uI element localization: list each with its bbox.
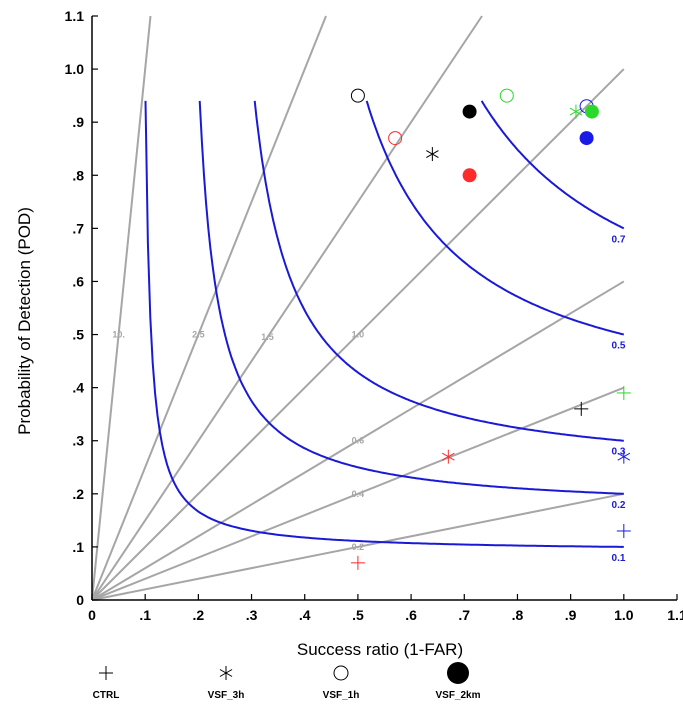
csi-curve	[253, 100, 624, 442]
data-point	[579, 131, 594, 146]
x-tick-label: 0	[88, 607, 96, 623]
bias-line	[91, 280, 625, 601]
data-point	[462, 104, 477, 119]
x-tick-label: .9	[565, 607, 577, 623]
data-point	[350, 555, 365, 570]
legend-label: VSF_3h	[208, 690, 245, 701]
x-tick-label: .8	[512, 607, 524, 623]
x-tick-label: .7	[458, 607, 470, 623]
y-axis-label: Probability of Detection (POD)	[15, 207, 34, 435]
y-tick-label: .7	[72, 220, 84, 236]
data-point	[584, 104, 599, 119]
y-tick-label: .9	[72, 114, 84, 130]
y-tick-label: .2	[72, 486, 84, 502]
csi-curves: 0.1 0.2 0.3 0.5 0.7	[144, 100, 626, 564]
data-point	[616, 385, 631, 400]
x-axis-label: Success ratio (1-FAR)	[297, 640, 463, 659]
bias-line-label: 10.	[112, 330, 125, 340]
legend-marker	[219, 666, 233, 680]
csi-curve	[480, 100, 625, 230]
legend-marker	[447, 662, 469, 684]
y-tick-label: .3	[72, 433, 84, 449]
csi-curve-label: 0.7	[612, 234, 626, 245]
x-tick-label: .3	[246, 607, 258, 623]
y-tick-label: .6	[72, 273, 84, 289]
csi-curve	[365, 100, 625, 336]
x-tick-label: .6	[405, 607, 417, 623]
bias-line	[91, 15, 152, 601]
y-tick-label: .8	[72, 167, 84, 183]
legend-marker	[99, 666, 113, 680]
data-points	[350, 88, 631, 570]
axes: 0.1.2.3.4.5.6.7.8.9 1.0 1.10.1.2.3.4.5.6.7…	[65, 8, 683, 623]
y-tick-label: .4	[72, 380, 84, 396]
data-point	[350, 88, 365, 103]
bias-line-label: 1.0	[352, 330, 365, 340]
bias-line	[91, 386, 625, 601]
data-point	[569, 104, 583, 119]
data-point	[426, 147, 439, 162]
data-point	[617, 449, 631, 464]
x-tick-label: 1.1	[667, 607, 683, 623]
legend: CTRL VSF_3h VSF_1h VSF_2km	[93, 662, 481, 701]
y-tick-label: 1.0	[65, 61, 85, 77]
data-point	[499, 88, 514, 103]
legend-label: CTRL	[93, 690, 120, 701]
bias-line	[91, 15, 483, 601]
csi-curve-label: 0.3	[612, 447, 626, 458]
legend-label: VSF_2km	[435, 690, 480, 701]
y-tick-label: .1	[72, 539, 84, 555]
data-point	[442, 449, 455, 464]
bias-line-label: 1.5	[261, 332, 274, 342]
data-point	[462, 168, 477, 183]
x-tick-label: .4	[299, 607, 311, 623]
csi-curve	[144, 100, 624, 548]
y-tick-label: 1.1	[65, 8, 85, 24]
x-tick-label: .5	[352, 607, 364, 623]
bias-lines: 0.2 0.4 0.6 1.0 1.5 2.5 10.	[91, 15, 625, 601]
data-point	[388, 131, 403, 146]
x-tick-label: 1.0	[614, 607, 634, 623]
bias-line-label: 0.2	[352, 542, 365, 552]
bias-line	[91, 15, 327, 601]
csi-curve-label: 0.5	[612, 341, 626, 352]
csi-curve-label: 0.1	[612, 553, 626, 564]
legend-label: VSF_1h	[323, 690, 360, 701]
y-tick-label: .5	[72, 327, 84, 343]
data-point	[616, 523, 631, 538]
bias-line-label: 2.5	[192, 330, 205, 340]
bias-line-label: 0.4	[352, 489, 365, 499]
csi-curve	[198, 100, 624, 495]
legend-marker	[333, 665, 349, 681]
y-tick-label: 0	[76, 592, 84, 608]
bias-line	[91, 68, 625, 601]
data-point	[574, 401, 589, 416]
x-tick-label: .2	[193, 607, 205, 623]
x-tick-label: .1	[139, 607, 151, 623]
bias-line-label: 0.6	[352, 436, 365, 446]
csi-curve-label: 0.2	[612, 500, 626, 511]
bias-line	[91, 492, 625, 601]
